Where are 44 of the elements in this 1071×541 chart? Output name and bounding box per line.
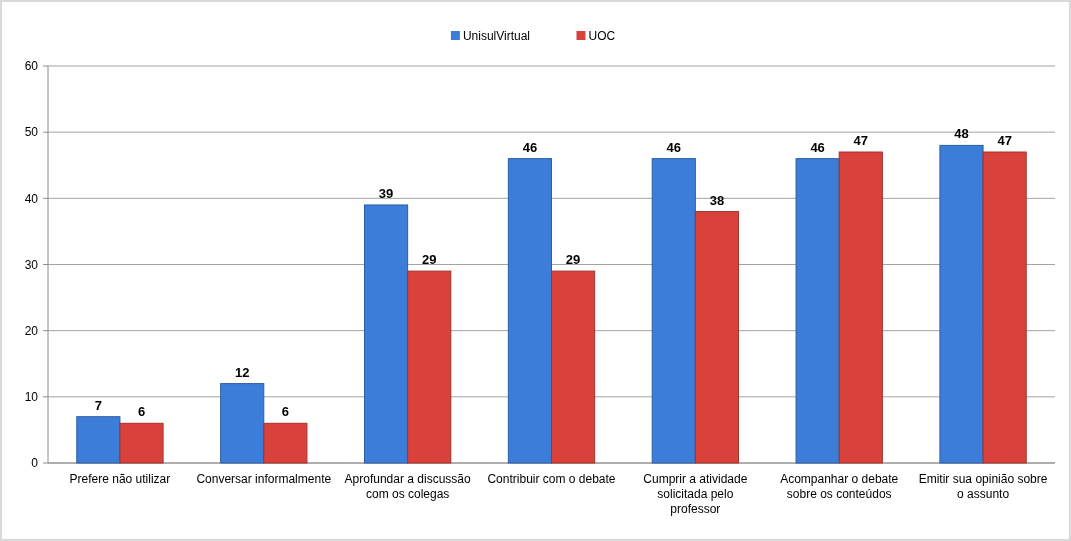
x-tick-label: Conversar informalmente: [196, 472, 332, 486]
y-tick-label: 40: [24, 191, 39, 206]
bar: [363, 204, 409, 464]
data-label: 48: [954, 126, 969, 142]
y-tick-label: 0: [31, 456, 39, 471]
bar: [651, 158, 696, 464]
bar: [119, 422, 164, 464]
bar: [551, 270, 596, 464]
data-label: 29: [565, 252, 581, 268]
data-label: 46: [522, 139, 538, 155]
data-label: 46: [810, 139, 825, 155]
data-label: 6: [137, 404, 146, 420]
bar: [407, 270, 452, 464]
bar: [263, 422, 308, 464]
x-tick-label: Aprofundar a discussão com os colegas: [344, 472, 472, 501]
x-tick-label: Emitir sua opinião sobre o assunto: [918, 472, 1048, 501]
bar: [507, 158, 552, 464]
bar: [694, 211, 740, 464]
data-label: 6: [281, 404, 289, 420]
y-tick-label: 20: [24, 323, 39, 338]
y-tick-label: 50: [24, 125, 39, 140]
bar: [76, 416, 121, 464]
legend-label: UOC: [588, 29, 616, 44]
y-tick-label: 30: [24, 257, 39, 272]
bar: [982, 151, 1027, 464]
data-label: 47: [997, 133, 1012, 149]
data-label: 29: [421, 252, 437, 268]
y-tick-label: 10: [24, 390, 39, 405]
data-label: 12: [234, 364, 250, 380]
data-label: 46: [666, 139, 682, 155]
bar: [220, 383, 265, 464]
data-label: 7: [94, 397, 102, 413]
x-tick-label: Cumprir a atividade solicitada pelo professor: [643, 472, 748, 516]
x-tick-label: Contribuir com o debate: [487, 472, 616, 486]
x-tick-label: Prefere não utilizar: [69, 472, 171, 486]
legend-label: UnisulVirtual: [462, 29, 531, 44]
bar: [795, 158, 840, 464]
y-tick-label: 60: [24, 59, 39, 74]
bar: [838, 151, 883, 464]
bar: [939, 144, 984, 464]
data-label: 39: [378, 185, 394, 201]
data-label: 47: [853, 133, 869, 149]
x-tick-label: Acompanhar o debate sobre os conteúdos: [780, 472, 899, 501]
data-label: 38: [709, 192, 725, 208]
